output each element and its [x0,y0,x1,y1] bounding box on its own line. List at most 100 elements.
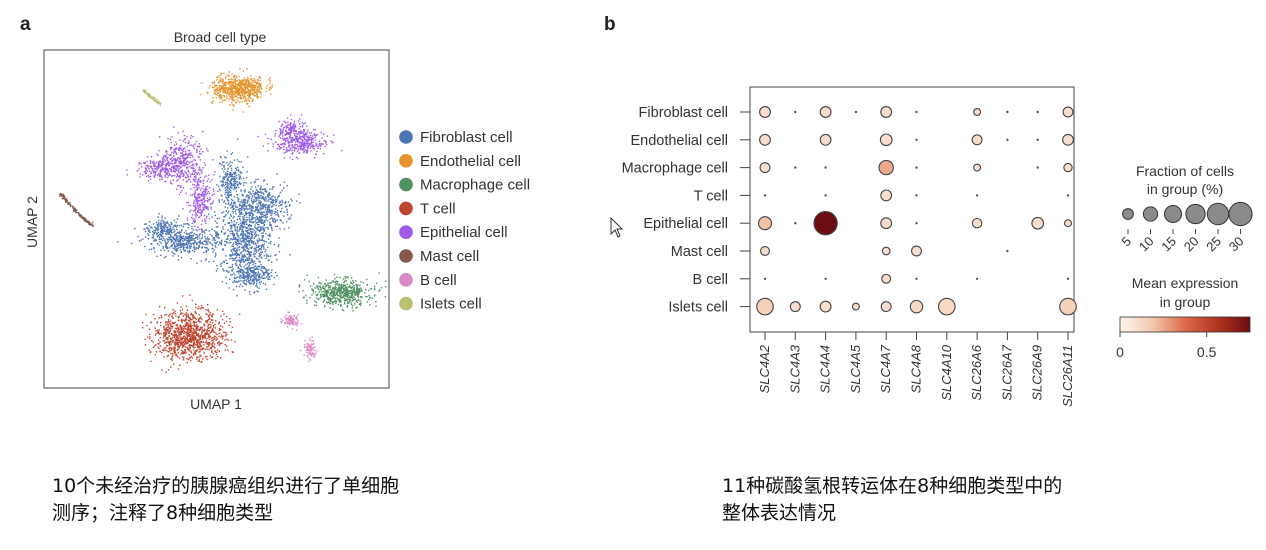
umap-point [193,322,195,324]
umap-point [197,307,199,310]
umap-point [240,261,242,263]
umap-point [236,84,238,86]
umap-point [188,234,191,236]
umap-point [345,294,348,296]
umap-point [196,207,198,209]
umap-point [189,347,191,350]
umap-point [220,98,222,100]
umap-point [250,84,252,86]
umap-point [240,98,242,100]
umap-point [234,85,237,88]
umap-point [245,276,248,279]
umap-point [182,325,185,327]
umap-point [347,298,349,301]
umap-point [197,209,199,212]
umap-point [273,276,275,279]
umap-point [247,84,249,86]
umap-point [264,215,266,217]
umap-point [231,326,233,329]
umap-point [154,231,156,233]
umap-point [236,183,238,186]
umap-point [179,249,182,251]
umap-point [245,264,247,266]
umap-point [202,151,204,153]
umap-point [189,318,191,321]
umap-point [201,172,203,174]
umap-point [238,89,241,91]
umap-point [230,207,232,209]
umap-point [253,81,255,84]
umap-point [274,220,277,222]
umap-point [179,175,182,178]
umap-point [191,242,193,245]
umap-point [186,166,188,168]
umap-point [215,88,217,91]
umap-point [211,101,213,104]
umap-point [165,151,167,153]
umap-point [190,243,192,245]
umap-point [218,81,220,84]
umap-point [271,86,273,88]
umap-point [261,213,264,215]
umap-point [168,347,170,349]
umap-point [253,217,255,219]
umap-point [349,290,352,292]
umap-point [187,358,190,361]
umap-point [222,181,224,184]
umap-point [192,156,194,158]
umap-point [230,215,232,217]
umap-point [193,144,195,147]
umap-point [263,229,266,231]
umap-point [277,197,279,199]
umap-point [203,198,205,200]
umap-point [176,158,178,160]
umap-point [249,205,252,207]
umap-point [179,241,182,243]
umap-point [188,328,190,330]
umap-point [189,294,191,296]
umap-point [189,360,192,362]
umap-point [235,190,238,192]
umap-point [174,347,176,349]
umap-point [268,206,270,208]
umap-point [239,283,242,286]
umap-point [355,291,358,294]
umap-point [248,203,251,206]
umap-point [247,208,249,210]
umap-point [240,92,242,94]
umap-point [242,240,244,242]
umap-point [190,340,193,343]
umap-point [225,276,227,278]
umap-point [254,210,256,213]
umap-point [333,288,335,290]
umap-point [193,337,195,339]
umap-point [201,326,203,328]
umap-point [168,330,170,333]
umap-point [166,151,168,153]
umap-point [258,287,260,289]
umap-point [368,294,370,297]
umap-point [354,292,356,294]
umap-point [168,161,170,163]
umap-point [249,268,252,270]
umap-point [190,245,193,247]
umap-point [179,173,181,175]
umap-point [168,236,170,239]
umap-point [264,277,266,279]
umap-point [231,206,234,208]
umap-point [166,338,168,340]
umap-point [177,167,179,169]
umap-point [177,346,179,348]
umap-point [268,89,271,91]
umap-point [239,215,241,218]
umap-point [173,148,175,151]
umap-point [200,195,202,197]
umap-point [267,226,269,229]
umap-point [186,217,188,219]
umap-point [202,180,204,182]
umap-point [306,274,308,276]
umap-point [182,319,184,321]
umap-point [248,89,250,91]
umap-point [196,229,198,232]
umap-point [242,261,245,263]
